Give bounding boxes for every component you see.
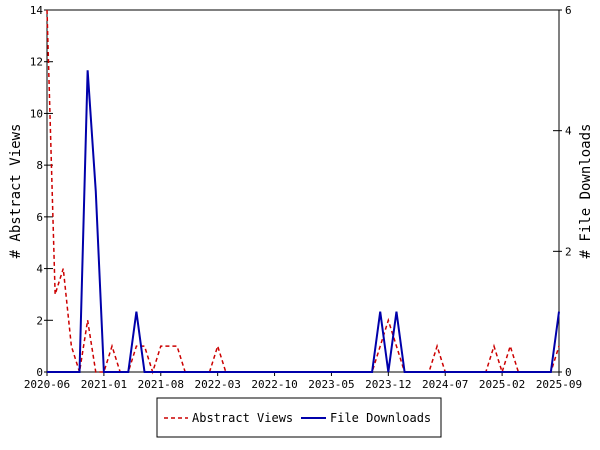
x-tick-label: 2021-01 (81, 378, 127, 391)
y-tick-label: 8 (36, 159, 43, 172)
legend-label-abstract-views: Abstract Views (192, 411, 293, 425)
series-line-abstract-views (46, 9, 560, 375)
y2-tick-label: 6 (565, 4, 572, 17)
x-tick-label: 2025-02 (479, 378, 525, 391)
y2-tick-label: 2 (565, 245, 572, 258)
x-tick-label: 2021-08 (138, 378, 184, 391)
x-tick-label: 2020-06 (24, 378, 70, 391)
x-tick-label: 2022-10 (251, 378, 297, 391)
plot-frame (46, 9, 560, 373)
y-tick-label: 0 (36, 366, 43, 379)
y-tick-label: 2 (36, 314, 43, 327)
right-axis-ticks: 0 2 4 6 (553, 4, 572, 379)
series-line-file-downloads (47, 70, 560, 373)
x-tick-label: 2025-09 (536, 378, 582, 391)
x-tick-label: 2024-07 (422, 378, 468, 391)
y-axis-title: # Abstract Views (8, 124, 24, 259)
x-tick-label: 2023-12 (365, 378, 411, 391)
y-tick-label: 10 (30, 107, 43, 120)
y2-tick-label: 0 (565, 366, 572, 379)
y-tick-label: 12 (30, 56, 43, 69)
y2-tick-label: 4 (565, 125, 572, 138)
x-tick-label: 2023-05 (308, 378, 354, 391)
y2-axis-title: # File Downloads (578, 124, 594, 259)
x-tick-label: 2022-03 (194, 378, 240, 391)
y-tick-label: 14 (30, 4, 44, 17)
y-tick-label: 6 (36, 211, 43, 224)
legend-box (156, 397, 442, 438)
left-axis-ticks: 0 2 4 6 8 10 12 14 (30, 4, 53, 379)
legend-label-file-downloads: File Downloads (330, 411, 431, 425)
y-tick-label: 4 (36, 263, 43, 276)
x-axis-ticks: 2020-06 2021-01 2021-08 2022-03 2022-10 2023-… (24, 372, 582, 391)
legend: Abstract Views File Downloads (156, 397, 442, 438)
series-layer (46, 9, 560, 375)
